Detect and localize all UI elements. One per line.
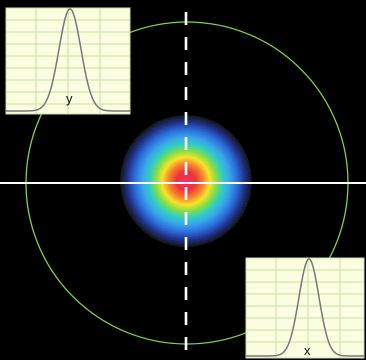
- y-profile-curve: [6, 8, 130, 112]
- y-profile-grid: [6, 8, 130, 114]
- x-profile-curve: [246, 258, 364, 357]
- y-profile-panel: [5, 7, 131, 115]
- beam-spot-noise: [120, 115, 252, 247]
- x-profile-grid: [246, 258, 364, 358]
- x-profile-panel: [245, 257, 365, 359]
- y-profile-label: y: [66, 91, 73, 106]
- x-profile-label: x: [304, 343, 311, 358]
